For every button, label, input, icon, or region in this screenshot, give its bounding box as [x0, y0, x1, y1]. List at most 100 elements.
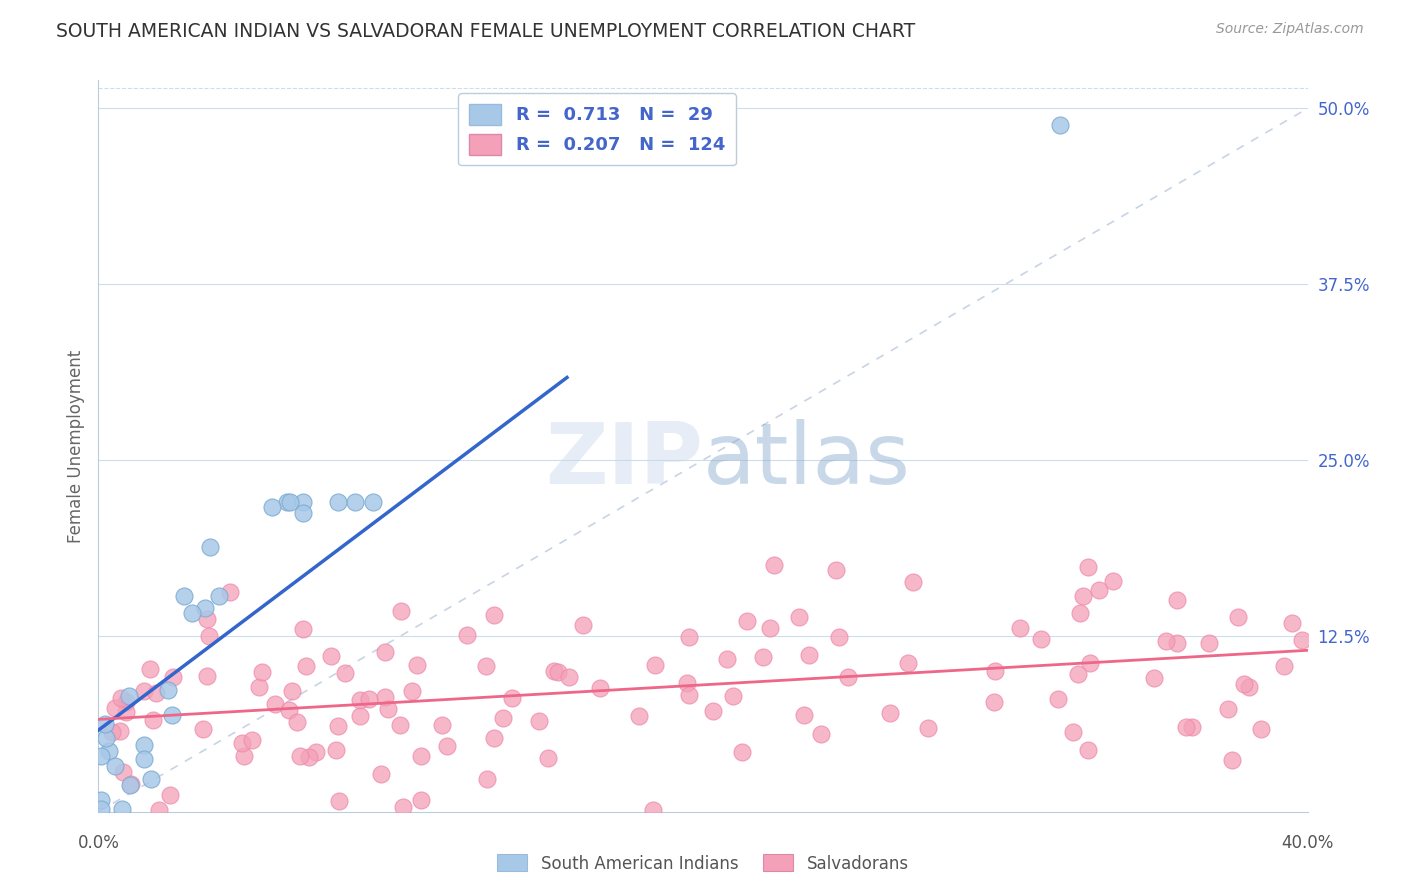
Point [827, 630, 849, 644]
Point [1198, 636, 1220, 650]
Point [409, 793, 432, 807]
Point [1232, 677, 1254, 691]
Text: SOUTH AMERICAN INDIAN VS SALVADORAN FEMALE UNEMPLOYMENT CORRELATION CHART: SOUTH AMERICAN INDIAN VS SALVADORAN FEMA… [56, 22, 915, 41]
Point [292, 622, 315, 636]
Point [1062, 725, 1084, 739]
Point [325, 742, 347, 756]
Point [326, 495, 349, 509]
Text: atlas: atlas [703, 419, 911, 502]
Point [501, 691, 523, 706]
Point [392, 799, 415, 814]
Point [287, 715, 309, 730]
Point [1077, 743, 1099, 757]
Point [305, 745, 328, 759]
Point [148, 803, 170, 817]
Point [232, 749, 254, 764]
Point [90, 792, 112, 806]
Point [377, 702, 399, 716]
Point [1181, 720, 1204, 734]
Point [537, 751, 560, 765]
Point [173, 589, 195, 603]
Point [1088, 582, 1111, 597]
Point [111, 802, 134, 816]
Point [247, 680, 270, 694]
Point [264, 697, 287, 711]
Point [492, 711, 515, 725]
Point [101, 725, 124, 739]
Point [589, 681, 612, 695]
Point [193, 722, 215, 736]
Point [138, 662, 160, 676]
Point [343, 495, 366, 509]
Point [328, 794, 350, 808]
Point [288, 748, 311, 763]
Point [281, 684, 304, 698]
Point [195, 612, 218, 626]
Point [1046, 692, 1069, 706]
Point [388, 718, 411, 732]
Point [1076, 559, 1098, 574]
Point [389, 605, 412, 619]
Point [1291, 632, 1313, 647]
Point [361, 495, 384, 509]
Legend: R =  0.713   N =  29, R =  0.207   N =  124: R = 0.713 N = 29, R = 0.207 N = 124 [458, 93, 737, 165]
Point [1154, 633, 1177, 648]
Point [702, 704, 724, 718]
Point [134, 752, 156, 766]
Point [112, 764, 135, 779]
Point [142, 713, 165, 727]
Point [240, 733, 263, 747]
Point [723, 689, 745, 703]
Point [370, 767, 392, 781]
Point [762, 558, 785, 573]
Point [1227, 609, 1250, 624]
Point [208, 589, 231, 603]
Point [1281, 616, 1303, 631]
Point [1216, 702, 1239, 716]
Point [1069, 606, 1091, 620]
Point [1031, 632, 1053, 647]
Point [319, 649, 342, 664]
Point [527, 714, 550, 728]
Point [644, 658, 666, 673]
Point [90, 748, 112, 763]
Point [897, 656, 920, 670]
Point [482, 731, 505, 745]
Point [475, 772, 498, 787]
Point [132, 738, 155, 752]
Point [984, 664, 1007, 678]
Point [260, 500, 283, 514]
Point [94, 716, 117, 731]
Point [678, 688, 700, 702]
Point [731, 746, 754, 760]
Point [103, 759, 125, 773]
Point [475, 659, 498, 673]
Point [117, 690, 139, 704]
Point [1250, 722, 1272, 736]
Point [96, 731, 118, 745]
Point [1067, 666, 1090, 681]
Point [1071, 590, 1094, 604]
Point [357, 692, 380, 706]
Point [543, 664, 565, 678]
Point [198, 541, 221, 555]
Point [628, 709, 651, 723]
Text: Source: ZipAtlas.com: Source: ZipAtlas.com [1216, 22, 1364, 37]
Point [162, 670, 184, 684]
Point [219, 585, 242, 599]
Point [983, 695, 1005, 709]
Point [430, 717, 453, 731]
Legend: South American Indians, Salvadorans: South American Indians, Salvadorans [491, 847, 915, 880]
Point [547, 665, 569, 680]
Point [406, 657, 429, 672]
Point [250, 665, 273, 680]
Point [159, 788, 181, 802]
Point [115, 695, 138, 709]
Point [120, 778, 142, 792]
Point [558, 670, 581, 684]
Point [115, 705, 138, 719]
Point [162, 707, 184, 722]
Point [1166, 635, 1188, 649]
Point [145, 686, 167, 700]
Point [156, 683, 179, 698]
